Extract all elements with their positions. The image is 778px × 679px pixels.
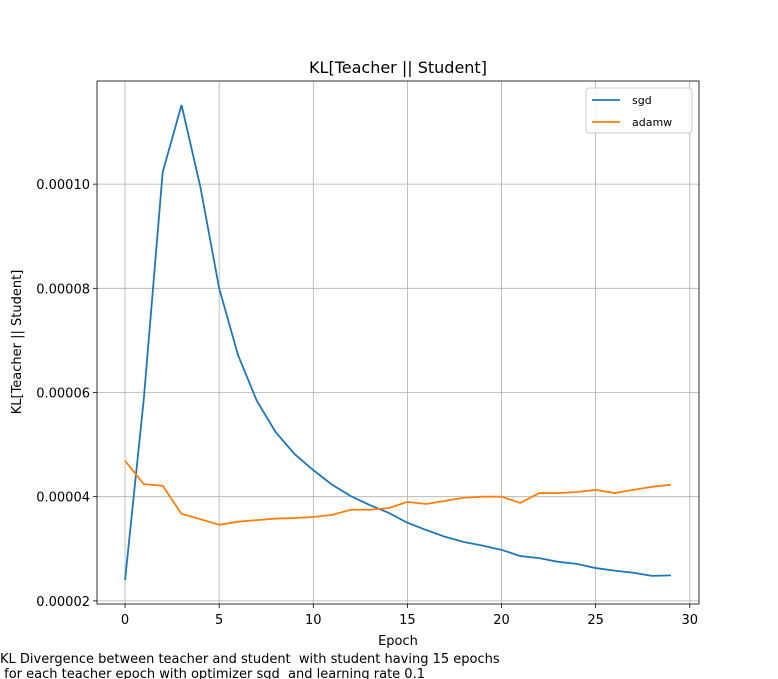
y-axis-label: KL[Teacher || Student]: [10, 270, 25, 415]
y-tick-label: 0.00006: [36, 387, 90, 402]
y-tick-label: 0.00002: [36, 595, 90, 610]
x-tick-label: 5: [215, 613, 223, 628]
chart-title: KL[Teacher || Student]: [309, 58, 487, 77]
y-tick-label: 0.00008: [36, 282, 90, 297]
legend-label: sgd: [632, 94, 652, 107]
plot-frame: [96, 80, 700, 605]
y-tick-label: 0.00010: [36, 178, 90, 193]
line: [124, 104, 671, 581]
x-tick-label: 10: [305, 613, 322, 628]
line: [124, 460, 672, 526]
x-tick-label: 0: [121, 613, 129, 628]
x-axis-label: Epoch: [378, 634, 418, 649]
y-tick-label: 0.00004: [36, 491, 90, 506]
x-tick-label: 30: [682, 613, 699, 628]
caption: KL Divergence between teacher and studen…: [0, 652, 500, 667]
legend-label: adamw: [632, 116, 672, 129]
x-tick-label: 25: [587, 613, 604, 628]
caption: for each teacher epoch with optimizer sg…: [0, 667, 425, 679]
x-tick-label: 15: [399, 613, 416, 628]
x-tick-label: 20: [493, 613, 510, 628]
